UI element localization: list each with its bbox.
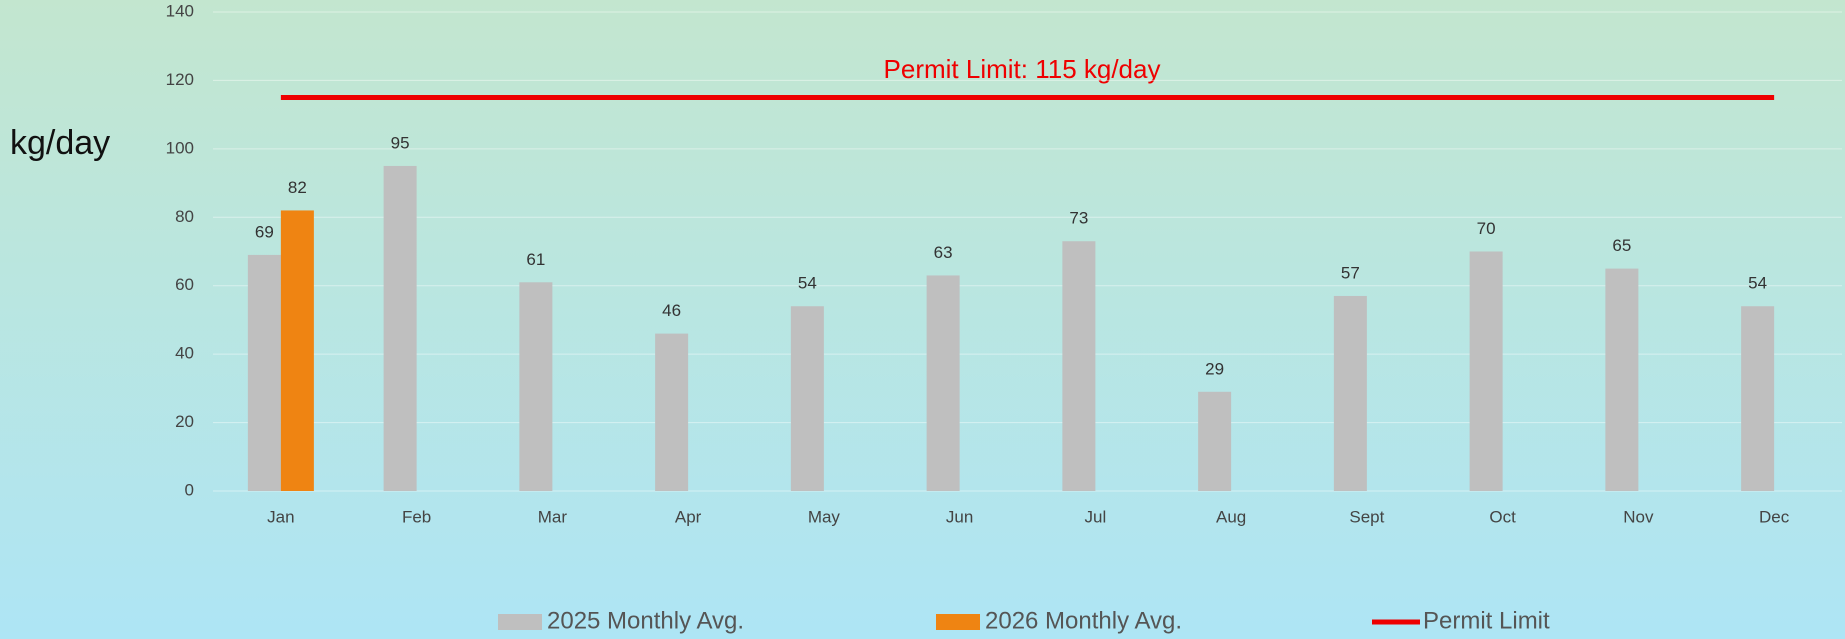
bar: [1198, 391, 1232, 491]
x-tick-label: Jun: [946, 507, 973, 526]
bar: [1741, 306, 1775, 491]
y-tick-label: 120: [166, 70, 194, 89]
annotation: Permit Limit: 115 kg/day: [884, 54, 1161, 84]
x-tick-label: Oct: [1489, 507, 1516, 526]
data-label: 70: [1477, 219, 1496, 238]
data-label: 65: [1612, 236, 1631, 255]
legend-swatch: [936, 614, 980, 630]
bar: [1062, 241, 1096, 491]
data-label: 54: [1748, 274, 1767, 293]
x-tick-label: Mar: [538, 507, 568, 526]
data-label: 61: [526, 250, 545, 269]
data-label: 63: [934, 243, 953, 262]
bar: [655, 333, 689, 491]
x-tick-label: Dec: [1759, 507, 1790, 526]
y-tick-label: 40: [175, 344, 194, 363]
bar: [1605, 268, 1639, 491]
data-label: 57: [1341, 263, 1360, 282]
x-tick-label: Sept: [1349, 507, 1384, 526]
y-tick-label: 100: [166, 138, 194, 157]
bar: [247, 254, 281, 491]
legend-swatch: [498, 614, 542, 630]
legend-label: 2025 Monthly Avg.: [547, 607, 744, 634]
y-tick-label: 20: [175, 412, 194, 431]
bar: [1333, 295, 1367, 491]
y-tick-label: 80: [175, 207, 194, 226]
y-tick-label: 60: [175, 275, 194, 294]
data-label: 46: [662, 301, 681, 320]
legend-label: Permit Limit: [1423, 607, 1550, 634]
data-label: 95: [391, 133, 410, 152]
y-tick-label: 140: [166, 1, 194, 20]
bar: [519, 282, 553, 491]
data-label: 29: [1205, 359, 1224, 378]
legend-label: 2026 Monthly Avg.: [985, 607, 1182, 634]
bar: [926, 275, 960, 491]
x-tick-label: Feb: [402, 507, 431, 526]
x-tick-label: Jan: [267, 507, 294, 526]
bar: [1469, 251, 1503, 491]
bar: [280, 210, 314, 491]
data-label: 69: [255, 222, 274, 241]
x-tick-label: Jul: [1085, 507, 1107, 526]
x-tick-label: Apr: [675, 507, 702, 526]
data-label: 82: [288, 178, 307, 197]
x-tick-label: May: [808, 507, 841, 526]
data-label: 54: [798, 274, 817, 293]
x-tick-label: Nov: [1623, 507, 1654, 526]
data-label: 73: [1069, 209, 1088, 228]
bar: [383, 165, 417, 491]
bar: [790, 306, 824, 491]
y-tick-label: 0: [185, 480, 194, 499]
x-tick-label: Aug: [1216, 507, 1246, 526]
y-axis-label: kg/day: [10, 124, 110, 162]
